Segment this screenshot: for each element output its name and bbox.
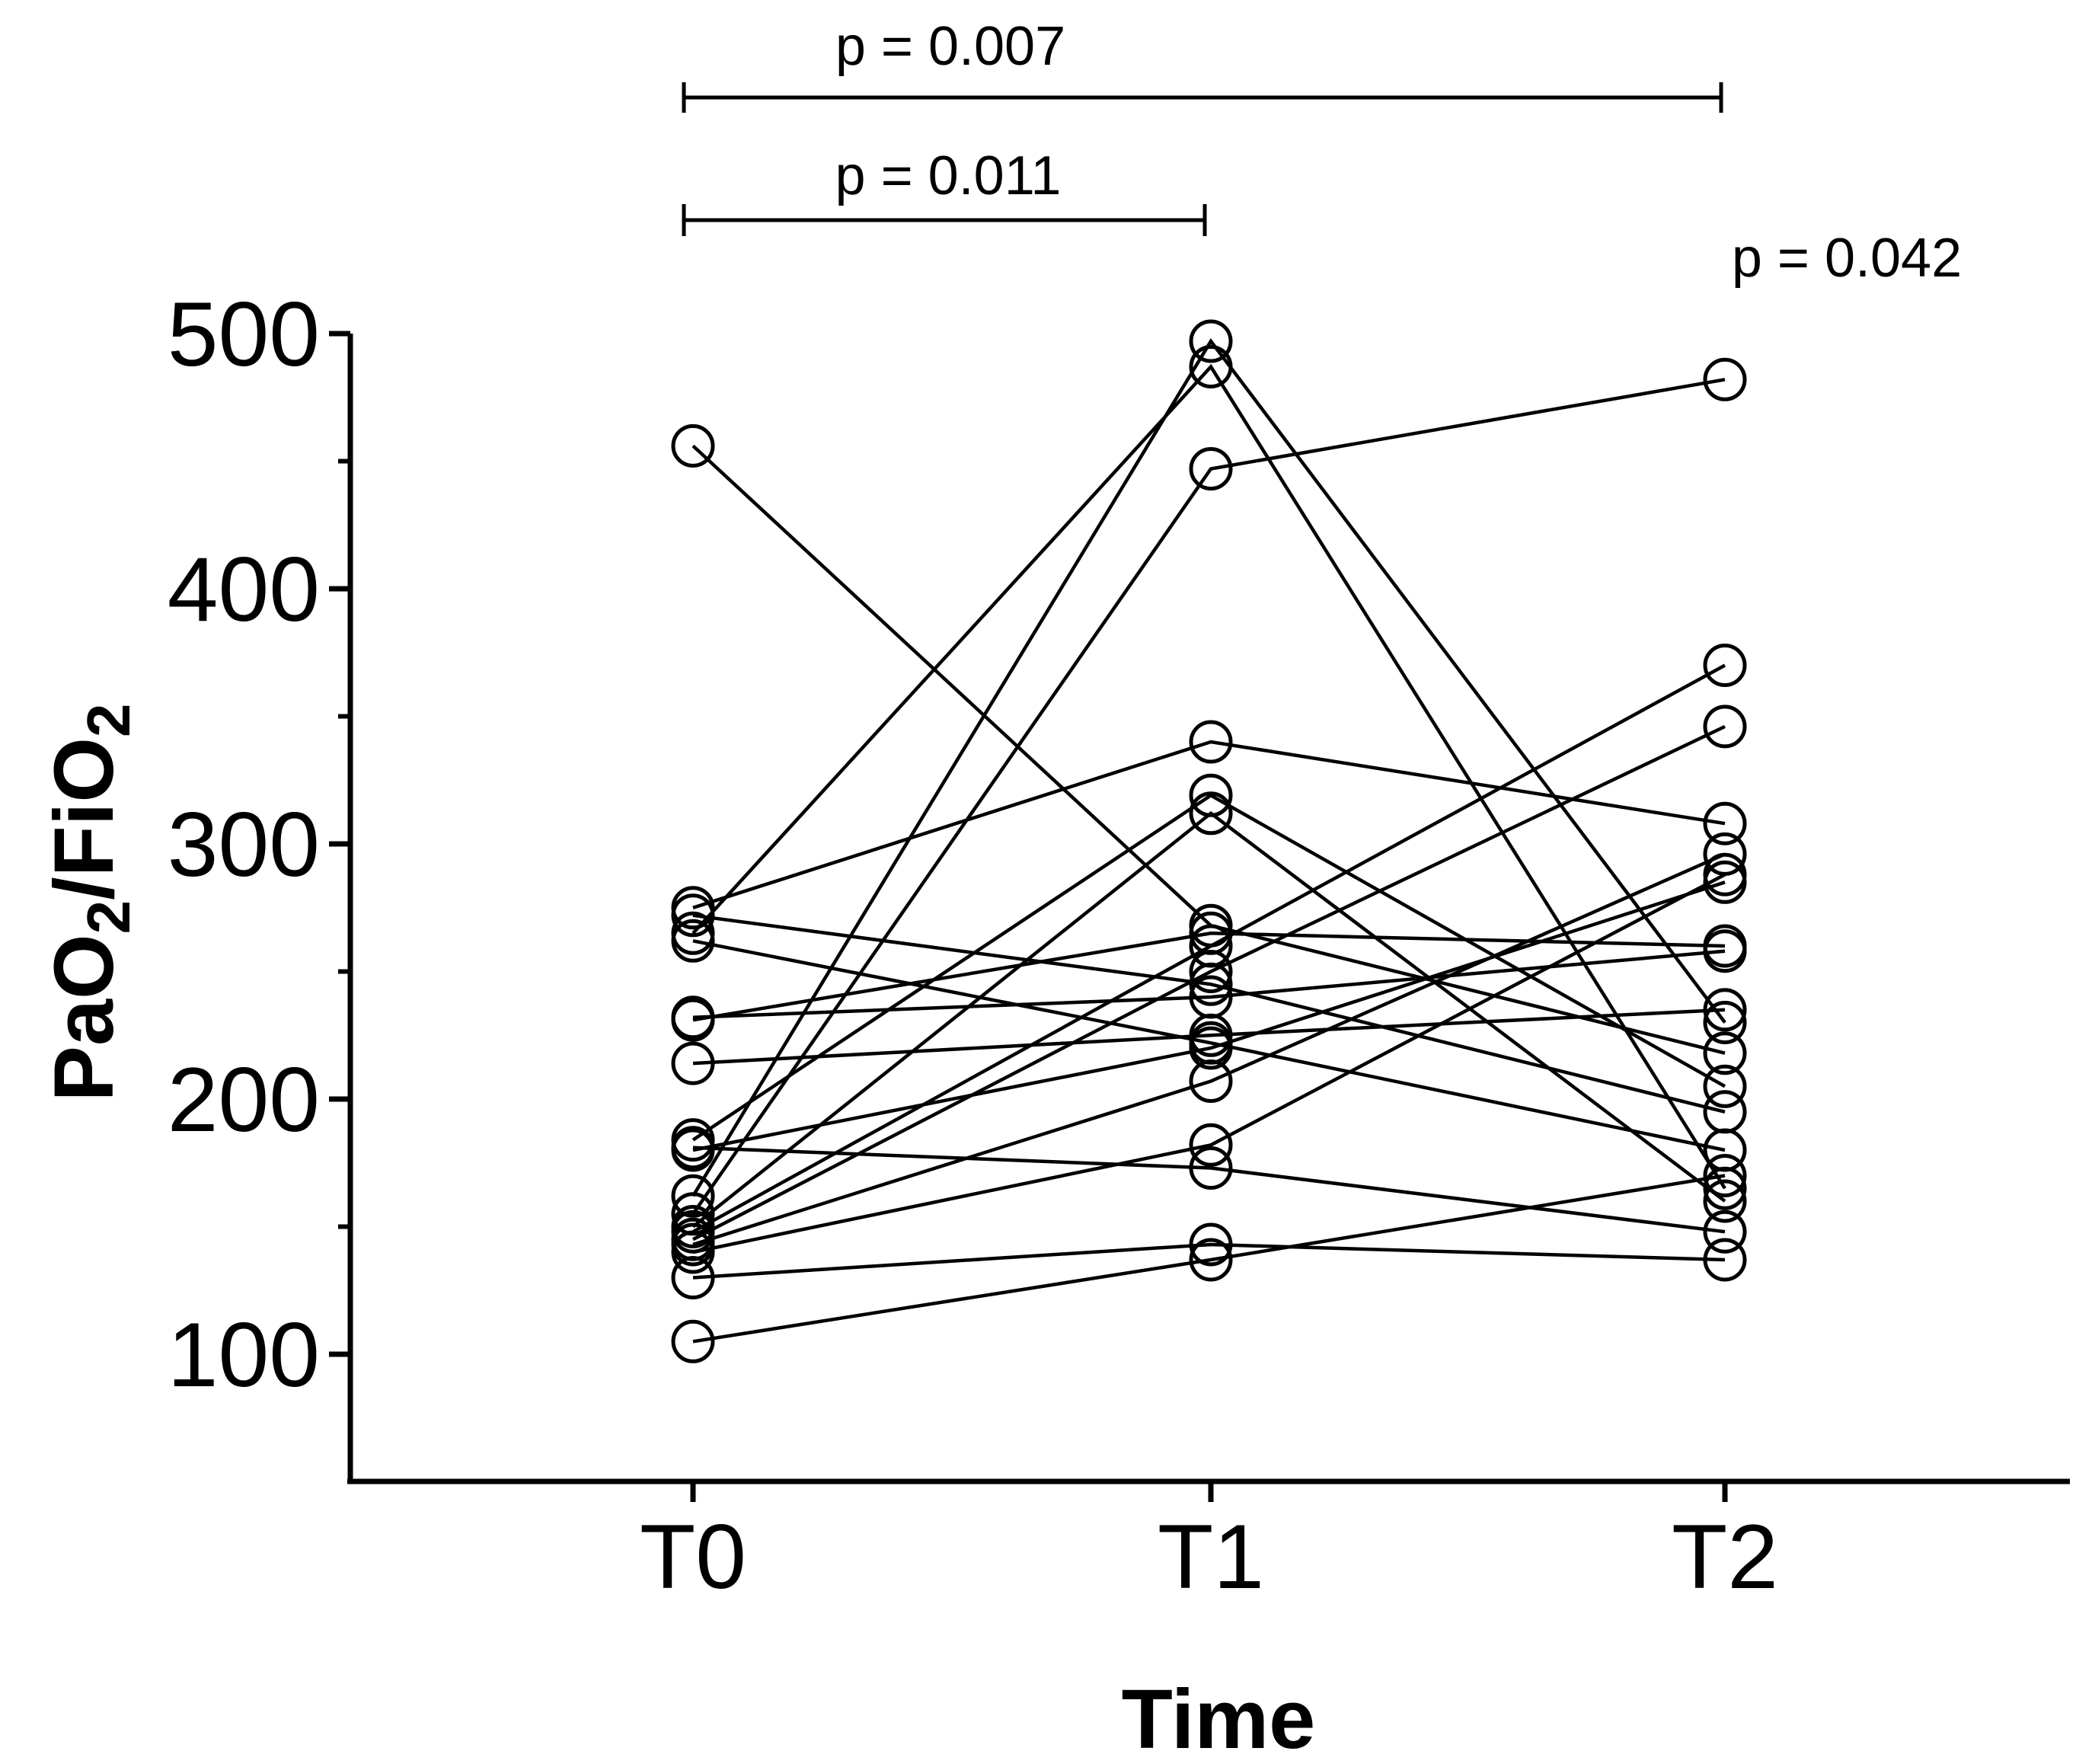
series-line-patient-20	[692, 1174, 1726, 1344]
x-tick-label-t0: T0	[640, 1506, 746, 1608]
y-axis-title-main: PaO	[37, 934, 131, 1101]
x-axis-title: Time	[1122, 1673, 1316, 1764]
annotation-p-t0-t2: p = 0.007	[835, 16, 1065, 77]
point-patient-13-t1	[1189, 447, 1233, 491]
point-patient-19-t1	[1189, 1222, 1233, 1267]
point-patient-3-t0	[671, 893, 715, 938]
point-patient-14-t2	[1703, 1179, 1747, 1223]
point-patient-12-t2	[1703, 1001, 1747, 1044]
point-patient-11-t0	[671, 1128, 715, 1172]
series-line-patient-5	[691, 363, 1726, 1190]
point-patient-14-t1	[1189, 791, 1233, 836]
point-patient-13-t2	[1703, 357, 1747, 401]
point-patient-7-t2	[1703, 924, 1747, 968]
point-patient-11-t1	[1189, 1026, 1233, 1070]
y-axis-title-sub2: 2	[75, 704, 142, 738]
point-patient-1-t0	[671, 423, 715, 468]
series-markers	[671, 319, 1747, 1363]
bracket-t0-t2	[682, 82, 1723, 113]
point-patient-16-t2	[1703, 705, 1747, 749]
series-line-patient-16	[691, 724, 1726, 1242]
series-line-patient-8	[692, 1008, 1726, 1066]
annotation-p-t2: p = 0.042	[1732, 228, 1962, 289]
point-patient-20-t0	[671, 1319, 715, 1363]
point-patient-19-t0	[671, 1256, 715, 1299]
x-tick-label-t1: T1	[1158, 1506, 1264, 1608]
x-axis-ticks: T0 T1 T2	[640, 1481, 1778, 1608]
point-patient-5-t2	[1703, 1166, 1747, 1210]
annotation-p-t0-t1: p = 0.011	[835, 145, 1062, 206]
point-patient-10-t2	[1703, 1210, 1747, 1254]
y-axis-ticks: 100 200 300 400 500	[168, 283, 350, 1406]
point-patient-8-t1	[1189, 1013, 1233, 1057]
series-line-patient-11	[692, 880, 1726, 1152]
point-patient-17-t2	[1703, 832, 1747, 876]
point-patient-8-t2	[1703, 988, 1747, 1032]
point-patient-17-t1	[1189, 1059, 1233, 1103]
y-tick-label-300: 300	[168, 794, 320, 896]
point-patient-20-t2	[1703, 1154, 1747, 1197]
series-line-patient-12	[691, 337, 1726, 1197]
series-line-patient-19	[692, 1242, 1726, 1280]
point-patient-18-t0	[671, 1230, 715, 1274]
y-tick-label-400: 400	[168, 538, 320, 641]
series-line-patient-9	[691, 793, 1726, 1142]
point-patient-12-t0	[671, 1174, 715, 1218]
series-line-patient-4	[692, 939, 1726, 1152]
point-patient-10-t1	[1189, 1146, 1233, 1190]
point-patient-18-t1	[1189, 1123, 1233, 1167]
point-patient-7-t0	[671, 998, 715, 1042]
point-patient-5-t1	[1189, 345, 1233, 388]
y-axis-title-sub1: 2	[75, 900, 142, 935]
series-line-patient-13	[691, 378, 1726, 1216]
y-tick-label-100: 100	[168, 1304, 320, 1406]
y-axis-title: PaO2/FiO2	[37, 704, 142, 1102]
point-patient-15-t2	[1703, 644, 1747, 687]
y-axis-title-mid: /FiO	[37, 737, 131, 900]
y-tick-label-500: 500	[168, 283, 320, 385]
point-patient-15-t1	[1189, 924, 1233, 968]
series-line-patient-10	[692, 1146, 1726, 1234]
point-patient-9-t1	[1189, 773, 1233, 817]
series-line-patient-18	[692, 873, 1726, 1254]
point-patient-9-t2	[1703, 1064, 1747, 1108]
point-patient-5-t0	[671, 911, 715, 955]
series-line-patient-7	[692, 932, 1726, 1022]
series-line-patient-17	[692, 852, 1726, 1247]
series-line-patient-3	[692, 913, 1726, 1114]
point-patient-2-t1	[1189, 720, 1233, 764]
bracket-t0-t1	[682, 204, 1207, 236]
point-patient-1-t2	[1703, 1031, 1747, 1075]
point-patient-2-t2	[1703, 801, 1747, 845]
point-patient-12-t1	[1189, 319, 1233, 363]
point-patient-16-t1	[1189, 950, 1233, 993]
point-patient-19-t2	[1703, 1238, 1747, 1282]
point-patient-18-t2	[1703, 852, 1747, 896]
series-lines	[691, 337, 1726, 1344]
point-patient-20-t1	[1189, 1238, 1233, 1282]
series-line-patient-2	[692, 740, 1726, 909]
x-tick-label-t2: T2	[1672, 1506, 1778, 1608]
point-patient-8-t0	[671, 1041, 715, 1085]
y-tick-label-200: 200	[168, 1049, 320, 1151]
